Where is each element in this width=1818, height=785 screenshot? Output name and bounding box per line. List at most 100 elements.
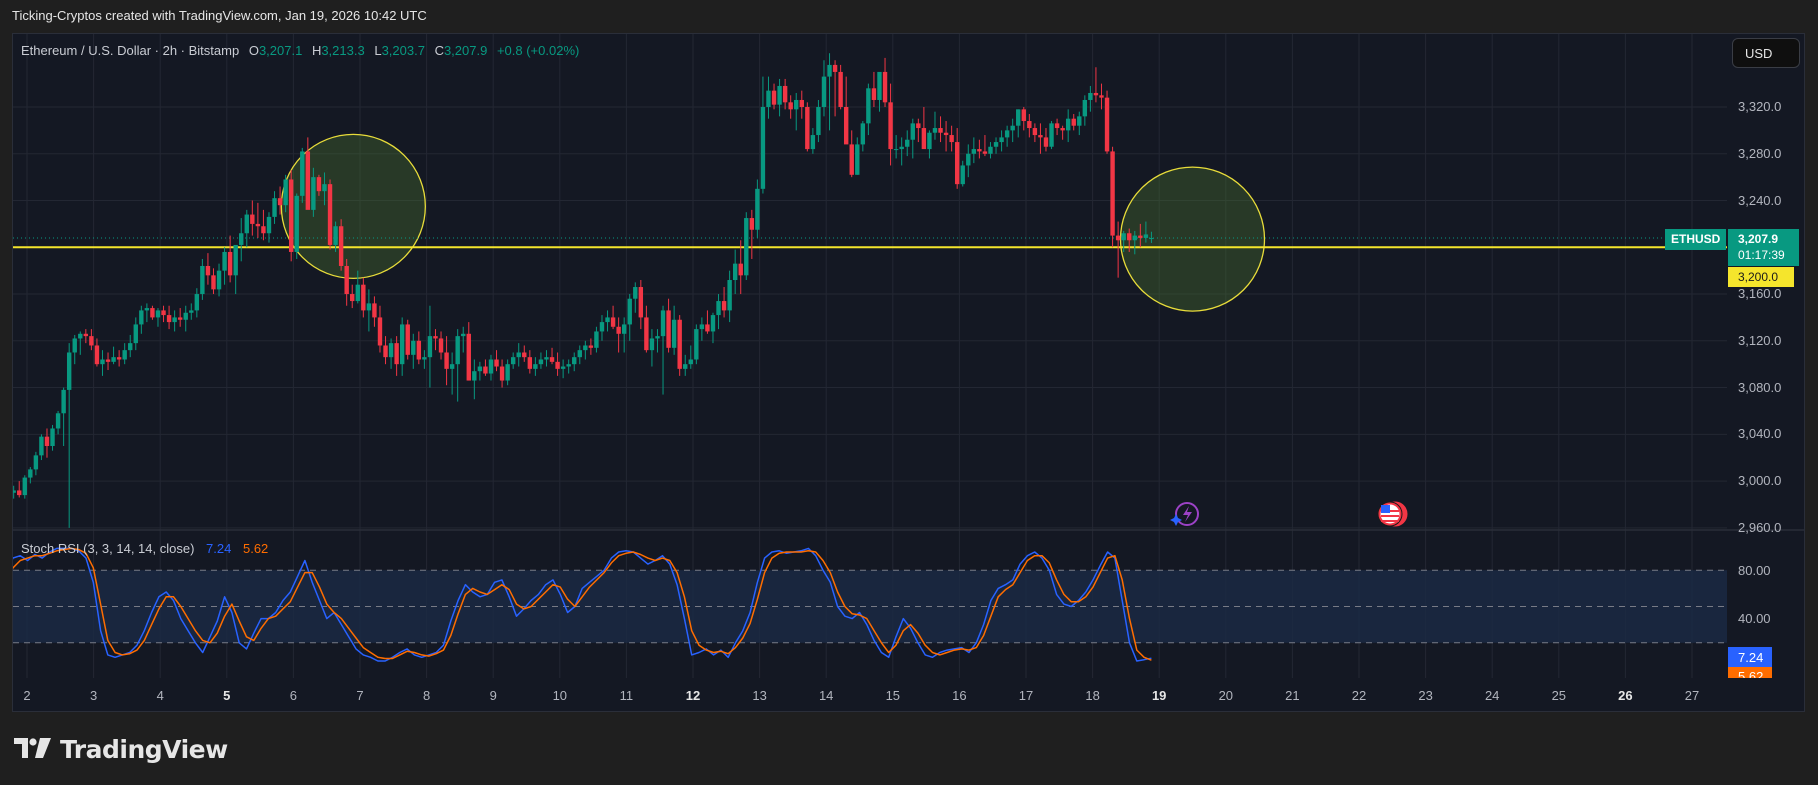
candle: [943, 121, 949, 152]
time-axis-label: 23: [1418, 688, 1433, 703]
candle: [128, 334, 133, 358]
symbol-title[interactable]: Ethereum / U.S. Dollar · 2h · Bitstamp: [21, 43, 240, 58]
candle: [777, 78, 782, 117]
stoch-rsi-k-value: 7.24: [206, 541, 232, 556]
candle: [28, 467, 33, 484]
candle: [433, 329, 438, 351]
candle: [588, 338, 594, 355]
candle: [150, 305, 155, 320]
candle: [455, 329, 460, 402]
price-axis-label: 3,000.0: [1738, 473, 1782, 489]
candle: [716, 294, 721, 330]
candle: [244, 209, 249, 248]
candle: [932, 111, 938, 140]
candle: [882, 57, 888, 107]
candle: [616, 317, 621, 353]
candle: [316, 174, 322, 196]
time-axis-label: 21: [1285, 688, 1300, 703]
candle: [505, 359, 510, 386]
currency-button[interactable]: USD: [1732, 38, 1800, 68]
candle: [644, 305, 649, 353]
time-axis-label: 12: [685, 688, 701, 703]
candle: [211, 268, 216, 295]
candle: [405, 319, 410, 360]
candle: [649, 329, 655, 367]
candle: [954, 128, 960, 189]
candle: [794, 92, 799, 131]
candle: [510, 352, 516, 369]
candle: [988, 142, 993, 159]
candle: [1088, 85, 1093, 112]
candle: [788, 95, 793, 119]
time-axis-label: 5: [223, 688, 231, 703]
close-label: C: [434, 43, 444, 58]
time-axis-label: 11: [619, 688, 634, 703]
candle: [971, 137, 977, 164]
tradingview-logo[interactable]: TradingView: [14, 734, 228, 764]
time-axis-label: 27: [1684, 688, 1700, 703]
candle: [627, 294, 632, 341]
candle: [843, 76, 849, 145]
candle: [527, 350, 533, 374]
candle: [544, 350, 549, 367]
candle: [966, 144, 971, 178]
candle: [388, 338, 394, 369]
tradingview-logo-icon: [14, 738, 51, 758]
candle: [782, 78, 788, 110]
candle: [277, 186, 283, 215]
candle: [705, 310, 710, 334]
symbol-price-tag: ETHUSD: [1665, 229, 1727, 250]
candle: [499, 359, 505, 388]
candle: [938, 116, 943, 143]
candle: [516, 343, 521, 367]
candle: [300, 147, 305, 203]
candle: [1110, 146, 1115, 248]
candle: [22, 475, 27, 499]
candle: [1093, 67, 1099, 103]
candle: [55, 410, 61, 435]
candle: [993, 137, 999, 154]
candle: [1127, 228, 1132, 252]
annotation-circle[interactable]: [1119, 166, 1266, 312]
candle: [799, 90, 804, 119]
candle: [272, 191, 277, 224]
candle: [960, 160, 965, 187]
candle: [771, 83, 777, 110]
price-pane: [13, 53, 1727, 528]
candle: [327, 179, 333, 250]
candle: [610, 305, 616, 330]
time-axis-label: 6: [289, 688, 298, 703]
candle: [377, 305, 383, 353]
candle: [344, 258, 349, 306]
candle: [355, 270, 360, 304]
candle: [322, 172, 327, 206]
candle: [66, 343, 72, 528]
close-value: 3,207.9: [443, 43, 488, 58]
time-axis-label: 20: [1218, 688, 1234, 703]
candle: [461, 326, 466, 353]
candle: [1104, 90, 1110, 154]
candle: [1149, 231, 1154, 243]
stoch-rsi-title[interactable]: Stoch RSI (3, 3, 14, 14, close): [21, 541, 195, 556]
candle: [749, 209, 755, 259]
candle: [200, 258, 205, 300]
time-axis-label: 17: [1018, 688, 1034, 703]
candle: [549, 347, 555, 365]
candle: [288, 170, 294, 262]
candle: [855, 137, 860, 175]
candle: [161, 305, 166, 323]
candle: [577, 345, 582, 365]
candle: [744, 212, 749, 281]
high-value: 3,213.3: [321, 43, 365, 58]
time-axis-label: 18: [1085, 688, 1100, 703]
bar-countdown: 01:17:39: [1738, 248, 1785, 262]
high-label: H: [311, 43, 322, 58]
time-axis-label: 9: [489, 688, 497, 703]
candle: [194, 288, 200, 318]
last-price-tag: 3,207.9 01:17:39: [1728, 229, 1799, 266]
candle: [205, 253, 211, 285]
candle: [105, 352, 111, 371]
annotation-circle[interactable]: [280, 133, 426, 280]
candle: [888, 83, 893, 166]
